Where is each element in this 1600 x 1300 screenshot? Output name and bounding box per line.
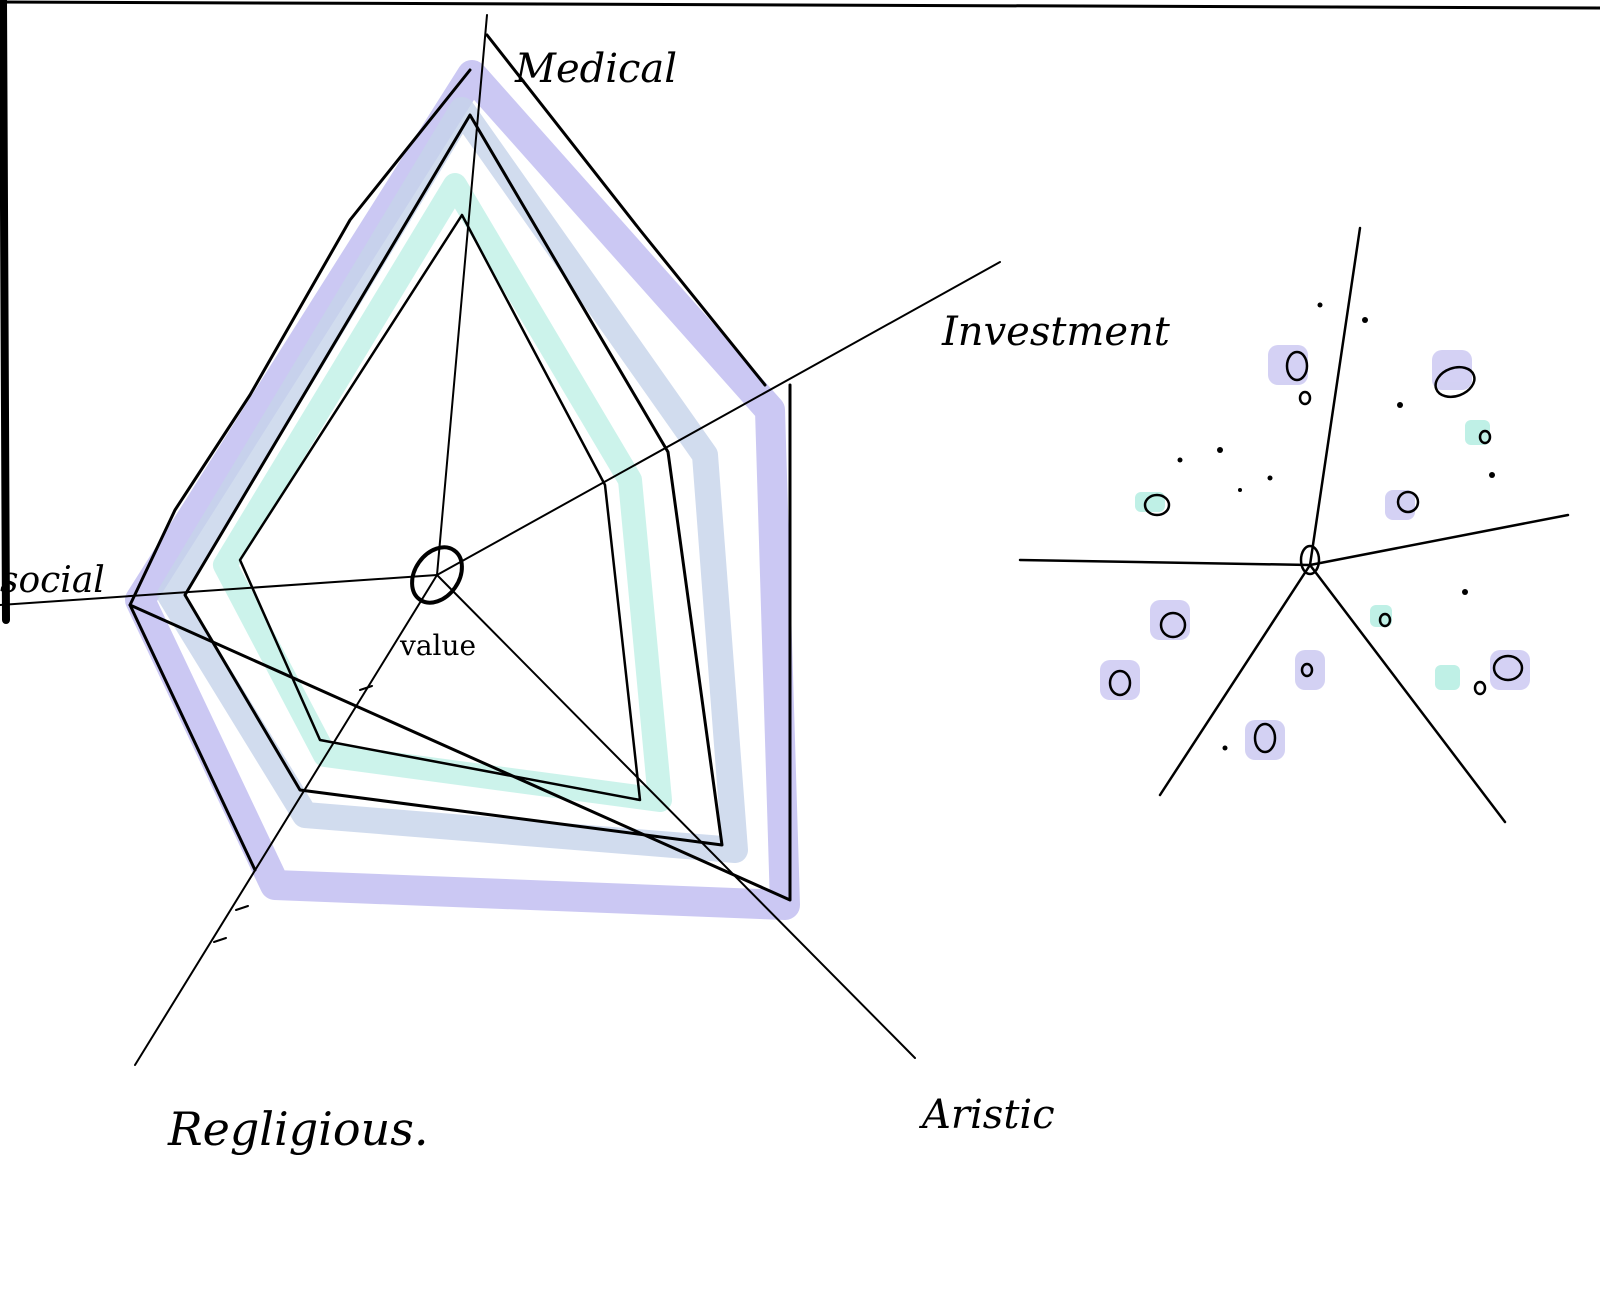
mini-radar: [1018, 226, 1570, 824]
radar-axes: [0, 14, 1001, 1066]
center-ring: [410, 545, 464, 605]
frame-left: [0, 0, 10, 624]
radar-outlines: [128, 33, 792, 902]
axis-label: Medical: [514, 46, 677, 92]
radar-bands: [125, 60, 800, 920]
axis-label: Regligious.: [167, 1102, 428, 1156]
axis-label: Investment: [941, 309, 1171, 355]
axis-label: Aristic: [918, 1092, 1055, 1138]
center-label: value: [399, 629, 476, 662]
axis-label: social: [0, 560, 105, 601]
frame-top: [0, 0, 1600, 10]
